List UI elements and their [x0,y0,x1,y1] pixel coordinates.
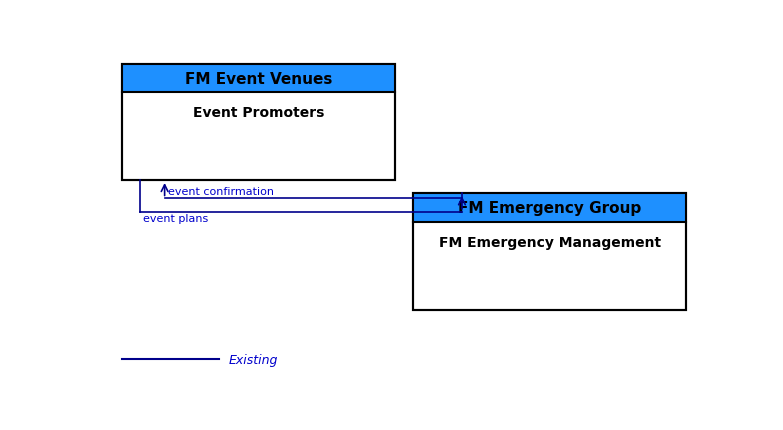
Bar [413,194,687,222]
Bar [122,65,395,181]
Text: FM Emergency Group: FM Emergency Group [458,200,641,215]
Text: Existing: Existing [229,353,278,366]
Text: FM Emergency Management: FM Emergency Management [439,235,661,249]
Text: event plans: event plans [143,214,208,224]
Text: event confirmation: event confirmation [168,186,274,196]
Bar [122,65,395,93]
Bar [122,65,395,181]
Bar [413,194,687,310]
Bar [413,194,687,310]
Text: Event Promoters: Event Promoters [193,106,324,120]
Text: FM Event Venues: FM Event Venues [185,71,332,86]
